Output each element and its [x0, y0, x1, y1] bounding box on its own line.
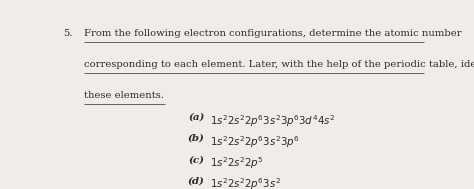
Text: these elements.: these elements. — [84, 91, 164, 100]
Text: (d): (d) — [188, 176, 204, 185]
Text: (c): (c) — [188, 155, 204, 164]
Text: $1s^{2}2s^{2}2p^{6}3s^{2}$: $1s^{2}2s^{2}2p^{6}3s^{2}$ — [210, 176, 281, 189]
Text: $1s^{2}2s^{2}2p^{6}3s^{2}3p^{6}$: $1s^{2}2s^{2}2p^{6}3s^{2}3p^{6}$ — [210, 134, 300, 150]
Text: 5.: 5. — [64, 29, 73, 37]
Text: From the following electron configurations, determine the atomic number: From the following electron configuratio… — [84, 29, 462, 37]
Text: (b): (b) — [188, 134, 204, 143]
Text: $1s^{2}2s^{2}2p^{5}$: $1s^{2}2s^{2}2p^{5}$ — [210, 155, 264, 171]
Text: (a): (a) — [188, 113, 204, 122]
Text: corresponding to each element. Later, with the help of the periodic table, ident: corresponding to each element. Later, wi… — [84, 60, 474, 69]
Text: $1s^{2}2s^{2}2p^{6}3s^{2}3p^{6}3d^{4}4s^{2}$: $1s^{2}2s^{2}2p^{6}3s^{2}3p^{6}3d^{4}4s^… — [210, 113, 335, 129]
